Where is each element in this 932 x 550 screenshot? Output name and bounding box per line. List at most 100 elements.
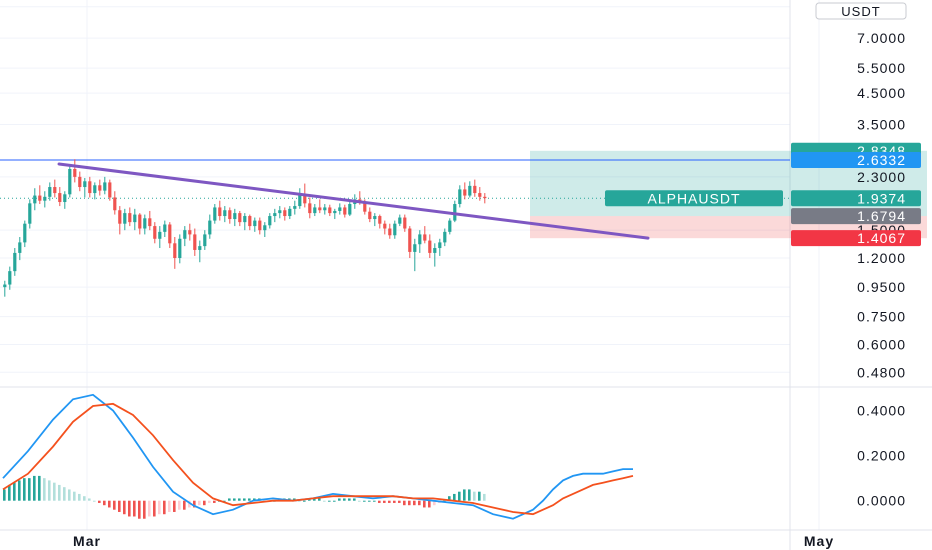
candle-body [128, 213, 132, 223]
histogram-bar [163, 500, 166, 515]
candle-body [278, 210, 282, 214]
histogram-bar [393, 500, 396, 503]
stop-price-label: 1.4067 [791, 230, 921, 247]
candle [263, 222, 267, 238]
candle-body [308, 203, 312, 214]
histogram-bar [98, 500, 101, 503]
candle [273, 208, 277, 223]
candle-body [118, 210, 122, 224]
entry-price-label: 1.6794 [791, 208, 921, 225]
histogram-bar [18, 480, 21, 501]
candle [133, 208, 137, 231]
histogram-bar [3, 489, 6, 501]
candle-body [448, 220, 452, 232]
candle [98, 179, 102, 196]
candle [53, 179, 57, 198]
candle [378, 214, 382, 229]
candle [323, 204, 327, 215]
candle-body [233, 213, 237, 220]
candle-body [483, 196, 487, 199]
candle [448, 218, 452, 235]
candle-body [383, 223, 387, 229]
price-label-text: 1.4067 [857, 230, 906, 246]
candle-body [48, 187, 52, 197]
price-tick-label: 4.5000 [857, 85, 906, 101]
candle-body [193, 234, 197, 250]
candle-body [338, 207, 342, 211]
candle [128, 207, 132, 227]
candle-body [373, 216, 377, 220]
time-axis[interactable]: MarMayJul [73, 533, 932, 549]
candle [348, 200, 352, 217]
histogram-bar [468, 489, 471, 501]
candle-body [58, 193, 62, 203]
candle [328, 204, 332, 217]
candle [293, 200, 297, 215]
candle [463, 182, 467, 200]
histogram-bar [368, 500, 371, 502]
candle-body [343, 207, 347, 215]
candle [153, 222, 157, 244]
candle-body [443, 231, 447, 243]
histogram-bar [103, 500, 106, 506]
candle-body [98, 185, 102, 191]
candle [93, 182, 97, 200]
histogram-bar [248, 498, 251, 501]
histogram-bar [303, 500, 306, 502]
candle [258, 217, 262, 235]
histogram-bar [473, 491, 476, 501]
candle [148, 210, 152, 231]
candle [478, 187, 482, 201]
currency-label[interactable]: USDT [815, 2, 907, 20]
histogram-bar [93, 500, 96, 502]
currency-badge[interactable] [815, 2, 907, 20]
price-tick-label: 7.0000 [857, 30, 906, 46]
histogram-bar [433, 500, 436, 506]
histogram-bar [223, 500, 226, 502]
histogram-bar [448, 496, 451, 501]
candle-body [398, 217, 402, 224]
candle [198, 240, 202, 263]
candle-body [143, 218, 147, 229]
symbol-label-bg [605, 190, 783, 207]
candle [318, 199, 322, 214]
time-tick-label: May [804, 533, 834, 549]
histogram-bar [123, 500, 126, 515]
candle [23, 220, 27, 248]
candle [248, 214, 252, 231]
candle [243, 213, 247, 231]
histogram-bar [253, 498, 256, 501]
candle [48, 182, 52, 201]
trendline-segment[interactable] [57, 162, 650, 240]
candle [228, 207, 232, 224]
candle [103, 176, 107, 195]
candle-body [298, 194, 302, 207]
candle [73, 159, 77, 183]
price-tick-label: 0.6000 [857, 336, 906, 352]
histogram-bar [293, 498, 296, 501]
horizontal-line[interactable] [0, 159, 790, 199]
histogram-bar [68, 489, 71, 501]
candle-body [163, 224, 167, 232]
histogram-bar [8, 484, 11, 501]
histogram-bar [383, 500, 386, 503]
candle-body [413, 244, 417, 252]
candle-body [283, 210, 287, 217]
candle [8, 266, 12, 290]
histogram-bar [58, 484, 61, 501]
candle-body [408, 228, 412, 252]
candle-body [173, 243, 177, 259]
candle-body [23, 223, 27, 243]
histogram-bar [243, 498, 246, 501]
candle-body [208, 220, 212, 235]
candle-body [38, 195, 42, 201]
histogram-bar [233, 498, 236, 501]
candle [78, 171, 82, 192]
candle-body [138, 214, 142, 229]
histogram-bar [228, 498, 231, 501]
trendline[interactable] [57, 162, 650, 240]
candle-body [218, 207, 222, 217]
candle-body [258, 220, 262, 231]
candle-body [378, 216, 382, 224]
